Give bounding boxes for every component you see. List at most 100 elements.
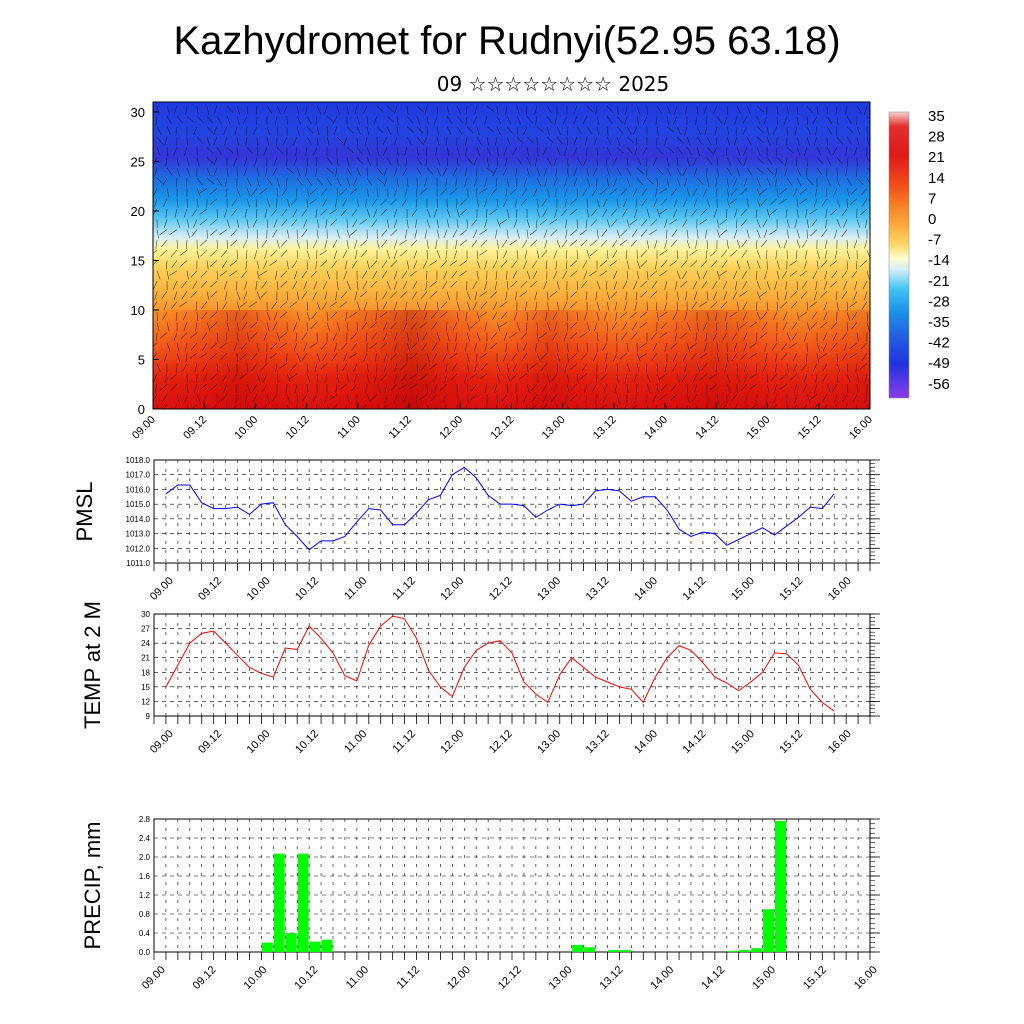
wind-barb xyxy=(794,394,798,404)
wind-barb xyxy=(585,394,588,404)
wind-barb xyxy=(236,250,238,260)
wind-barb xyxy=(656,311,659,321)
wind-barb xyxy=(773,394,778,403)
wind-barb xyxy=(371,219,378,227)
wind-barb xyxy=(496,250,499,260)
wind-barb xyxy=(546,126,550,136)
wind-barb xyxy=(805,167,808,177)
wind-barb xyxy=(466,301,471,311)
wind-barb xyxy=(186,270,189,280)
wind-barb xyxy=(706,311,710,321)
wind-barb xyxy=(736,373,740,383)
wind-barb xyxy=(716,270,721,280)
wind-barb xyxy=(386,280,391,290)
wind-barb xyxy=(726,198,730,208)
wind-barb xyxy=(200,239,208,247)
wind-barb xyxy=(366,147,371,156)
wind-barb xyxy=(825,208,828,218)
wind-barb xyxy=(626,126,632,135)
wind-barb xyxy=(159,229,168,236)
wind-barb xyxy=(246,219,249,229)
wind-barb xyxy=(723,116,728,125)
wind-barb xyxy=(846,363,849,373)
wind-barb xyxy=(541,198,548,207)
wind-barb xyxy=(493,301,498,311)
wind-barb xyxy=(720,301,728,309)
wind-barb xyxy=(196,198,199,208)
wind-barb xyxy=(813,404,818,409)
wind-barb xyxy=(355,394,358,404)
wind-barb xyxy=(781,342,788,351)
wind-barb xyxy=(336,136,344,144)
wind-barb xyxy=(301,208,308,217)
wind-barb xyxy=(469,373,478,380)
wind-barb xyxy=(430,291,438,298)
wind-barb xyxy=(490,188,498,196)
wind-barb xyxy=(636,177,643,186)
wind-barb xyxy=(743,342,748,352)
wind-barb xyxy=(676,373,680,383)
wind-barb xyxy=(280,249,288,258)
wind-barb xyxy=(256,239,259,249)
wind-barb xyxy=(390,198,398,206)
wind-barb xyxy=(516,126,519,136)
wind-barb xyxy=(570,322,578,329)
wind-barb xyxy=(721,404,728,409)
wind-barb xyxy=(609,260,618,267)
wind-barb xyxy=(436,198,439,208)
wind-barb xyxy=(736,260,741,270)
wind-barb xyxy=(326,270,331,280)
wind-barb xyxy=(704,126,708,136)
wind-barb xyxy=(836,353,838,363)
wind-barb xyxy=(733,270,738,280)
wind-barb xyxy=(213,136,218,146)
wind-barb xyxy=(213,126,218,136)
wind-barb xyxy=(611,239,618,248)
wind-barb xyxy=(424,105,428,115)
wind-barb xyxy=(206,136,210,146)
wind-barb xyxy=(432,353,438,362)
wind-barb xyxy=(433,208,438,218)
wind-barb xyxy=(156,404,158,409)
wind-barb xyxy=(216,208,218,218)
wind-barb xyxy=(381,239,388,248)
wind-barb xyxy=(219,229,228,235)
wind-barb xyxy=(864,291,868,301)
wind-barb xyxy=(862,280,868,290)
wind-barb xyxy=(646,270,649,280)
wind-barb xyxy=(820,260,828,268)
wind-barb xyxy=(476,188,478,198)
wind-barb xyxy=(394,311,398,321)
wind-barb xyxy=(743,157,748,166)
wind-barb xyxy=(384,384,388,393)
wind-barb xyxy=(692,188,698,197)
wind-barb xyxy=(716,116,723,124)
wind-barb xyxy=(252,394,258,403)
plot-frame xyxy=(153,613,871,717)
wind-barb xyxy=(664,363,668,373)
wind-barb xyxy=(446,116,453,124)
wind-barb xyxy=(852,394,858,403)
wind-barb xyxy=(464,178,468,187)
wind-barb xyxy=(243,291,248,300)
wind-barb xyxy=(513,219,518,228)
wind-barb xyxy=(810,322,818,329)
wind-barb xyxy=(186,384,189,394)
wind-barb xyxy=(556,281,560,290)
wind-barb xyxy=(386,105,395,113)
wind-barb xyxy=(734,281,738,290)
wind-barb xyxy=(580,353,588,361)
wind-barb xyxy=(416,105,424,113)
wind-barb xyxy=(431,322,438,330)
wind-barb xyxy=(512,270,518,279)
wind-barb xyxy=(623,198,628,208)
wind-barb xyxy=(256,147,259,157)
x-tick-label: 13.12 xyxy=(598,964,626,992)
wind-barb xyxy=(301,270,308,279)
wind-barb xyxy=(512,363,518,372)
wind-barb xyxy=(510,188,518,195)
wind-barb xyxy=(272,229,278,238)
wind-barb xyxy=(316,177,323,186)
wind-barb xyxy=(279,342,288,349)
wind-barb xyxy=(243,167,248,177)
